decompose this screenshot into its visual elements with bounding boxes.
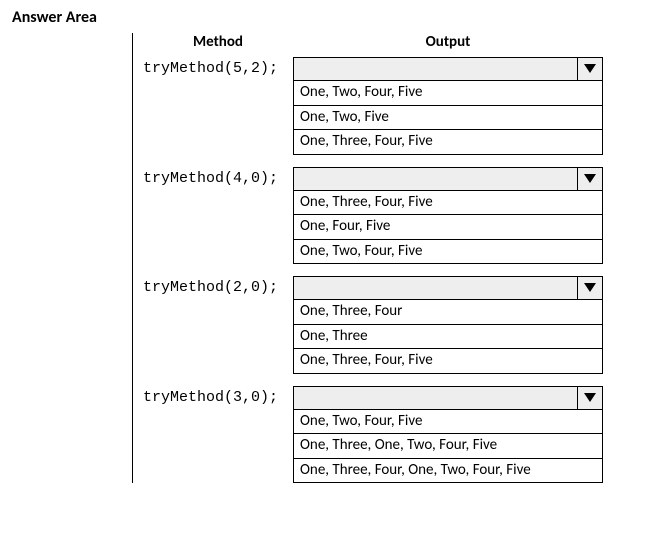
- dropdown-option[interactable]: One, Two, Four, Five: [293, 410, 603, 435]
- dropdown-option[interactable]: One, Two, Four, Five: [293, 81, 603, 106]
- output-dropdown[interactable]: [293, 57, 603, 81]
- answer-row: tryMethod(2,0); One, Three, Four One, Th…: [143, 276, 659, 374]
- dropdown-option[interactable]: One, Four, Five: [293, 215, 603, 240]
- chevron-down-icon: [584, 283, 596, 293]
- dropdown-option[interactable]: One, Three: [293, 325, 603, 350]
- method-call: tryMethod(3,0);: [143, 386, 293, 406]
- chevron-down-icon: [584, 393, 596, 403]
- answer-row: tryMethod(5,2); One, Two, Four, Five One…: [143, 57, 659, 155]
- dropdown-option[interactable]: One, Three, Four, One, Two, Four, Five: [293, 459, 603, 484]
- dropdown-toggle[interactable]: [577, 168, 602, 190]
- header-row: Method Output: [143, 33, 659, 51]
- page-title: Answer Area: [12, 8, 659, 27]
- dropdown-selected: [294, 277, 577, 299]
- method-call: tryMethod(2,0);: [143, 276, 293, 296]
- answer-row: tryMethod(3,0); One, Two, Four, Five One…: [143, 386, 659, 484]
- header-output: Output: [293, 33, 603, 51]
- output-dropdown[interactable]: [293, 386, 603, 410]
- answer-row: tryMethod(4,0); One, Three, Four, Five O…: [143, 167, 659, 265]
- output-dropdown[interactable]: [293, 167, 603, 191]
- output-stack: One, Three, Four One, Three One, Three, …: [293, 276, 603, 374]
- chevron-down-icon: [584, 64, 596, 74]
- dropdown-toggle[interactable]: [577, 58, 602, 80]
- dropdown-option[interactable]: One, Two, Five: [293, 106, 603, 131]
- dropdown-selected: [294, 168, 577, 190]
- output-stack: One, Three, Four, Five One, Four, Five O…: [293, 167, 603, 265]
- dropdown-option[interactable]: One, Three, Four: [293, 300, 603, 325]
- dropdown-option[interactable]: One, Three, Four, Five: [293, 130, 603, 155]
- dropdown-toggle[interactable]: [577, 277, 602, 299]
- method-call: tryMethod(4,0);: [143, 167, 293, 187]
- chevron-down-icon: [584, 174, 596, 184]
- header-method: Method: [143, 33, 293, 51]
- dropdown-option[interactable]: One, Three, Four, Five: [293, 349, 603, 374]
- answer-table: Method Output tryMethod(5,2); One, Two, …: [132, 33, 659, 483]
- dropdown-selected: [294, 387, 577, 409]
- output-dropdown[interactable]: [293, 276, 603, 300]
- output-stack: One, Two, Four, Five One, Two, Five One,…: [293, 57, 603, 155]
- dropdown-selected: [294, 58, 577, 80]
- dropdown-option[interactable]: One, Three, One, Two, Four, Five: [293, 434, 603, 459]
- output-stack: One, Two, Four, Five One, Three, One, Tw…: [293, 386, 603, 484]
- dropdown-option[interactable]: One, Two, Four, Five: [293, 240, 603, 265]
- dropdown-toggle[interactable]: [577, 387, 602, 409]
- method-call: tryMethod(5,2);: [143, 57, 293, 77]
- dropdown-option[interactable]: One, Three, Four, Five: [293, 191, 603, 216]
